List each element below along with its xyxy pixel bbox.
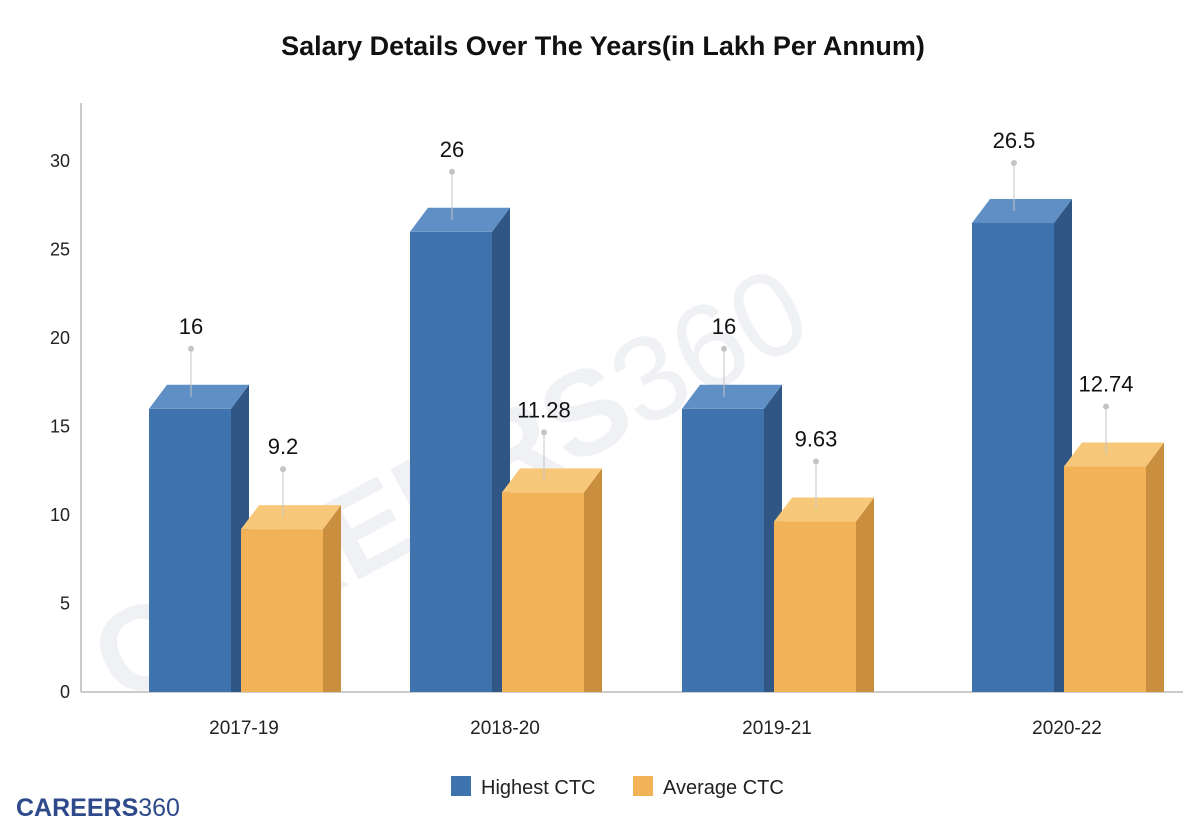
bar-side-face xyxy=(856,497,874,692)
legend: Highest CTC Average CTC xyxy=(451,776,784,799)
bar-highest-ctc-2019-21 xyxy=(682,384,782,692)
bar-highest-ctc-2017-19 xyxy=(149,384,249,692)
x-axis-labels: 2017-19 2018-20 2019-21 2020-22 xyxy=(209,718,1102,739)
y-tick-label: 5 xyxy=(60,594,70,614)
data-label-highest-ctc-2017-19: 16 xyxy=(179,314,203,397)
bar-average-ctc-2020-22 xyxy=(1064,442,1164,692)
data-label-average-ctc-2019-21: 9.63 xyxy=(795,427,838,510)
data-label-text: 16 xyxy=(712,314,736,339)
data-label-text: 26.5 xyxy=(993,128,1036,153)
label-leader-dot xyxy=(1011,159,1017,166)
label-leader-dot xyxy=(721,345,727,352)
bar-top-face xyxy=(972,198,1072,223)
legend-item-highest-ctc: Highest CTC xyxy=(451,776,595,799)
label-leader-dot xyxy=(188,345,194,352)
bar-highest-ctc-2018-20 xyxy=(410,207,510,693)
data-label-text: 9.63 xyxy=(795,427,838,452)
legend-swatch-average-ctc xyxy=(633,776,653,796)
label-leader-dot xyxy=(541,429,547,436)
y-axis-ticks: 0 5 10 15 20 25 30 xyxy=(50,151,70,702)
x-tick-label: 2018-20 xyxy=(470,718,540,739)
data-label-text: 9.2 xyxy=(268,434,299,459)
y-tick-label: 25 xyxy=(50,240,70,260)
bar-side-face xyxy=(323,505,341,692)
data-labels: 16 9.2 26 11.28 16 9.63 26.5 12.74 xyxy=(179,128,1134,518)
label-leader-dot xyxy=(1103,403,1109,410)
data-label-average-ctc-2020-22: 12.74 xyxy=(1078,372,1134,455)
bar-front-face xyxy=(774,521,856,692)
legend-swatch-highest-ctc xyxy=(451,776,471,796)
bars xyxy=(149,198,1164,693)
legend-label-highest-ctc: Highest CTC xyxy=(481,777,595,799)
brand-logo: CAREERS360 xyxy=(16,794,180,822)
y-tick-label: 10 xyxy=(50,505,70,525)
bar-front-face xyxy=(149,408,231,692)
bar-side-face xyxy=(584,468,602,692)
bar-front-face xyxy=(502,492,584,692)
brand-logo-bold: CAREERS xyxy=(16,794,138,822)
y-tick-label: 0 xyxy=(60,682,70,702)
bar-top-face xyxy=(1064,442,1164,467)
label-leader-dot xyxy=(449,168,455,175)
bar-highest-ctc-2020-22 xyxy=(972,198,1072,692)
y-tick-label: 30 xyxy=(50,151,70,171)
bar-average-ctc-2018-20 xyxy=(502,468,602,692)
data-label-highest-ctc-2018-20: 26 xyxy=(440,137,464,220)
brand-logo-text: CAREERS360 xyxy=(16,794,180,822)
data-label-average-ctc-2018-20: 11.28 xyxy=(517,397,571,481)
data-label-text: 16 xyxy=(179,314,203,339)
data-label-average-ctc-2017-19: 9.2 xyxy=(268,434,299,518)
bar-top-face xyxy=(682,384,782,409)
bar-average-ctc-2017-19 xyxy=(241,505,341,692)
data-label-highest-ctc-2020-22: 26.5 xyxy=(993,128,1036,211)
y-tick-label: 15 xyxy=(50,417,70,437)
bar-top-face xyxy=(149,384,249,409)
bar-top-face xyxy=(410,207,510,232)
x-tick-label: 2017-19 xyxy=(209,718,279,739)
data-label-text: 26 xyxy=(440,137,464,162)
bar-top-face xyxy=(502,468,602,493)
bar-front-face xyxy=(972,222,1054,692)
data-label-text: 12.74 xyxy=(1078,372,1133,397)
bar-front-face xyxy=(410,231,492,693)
label-leader-dot xyxy=(280,466,286,473)
data-label-text: 11.28 xyxy=(517,397,570,422)
bar-front-face xyxy=(682,408,764,692)
label-leader-dot xyxy=(813,458,819,465)
y-tick-label: 20 xyxy=(50,328,70,348)
x-tick-label: 2019-21 xyxy=(742,718,812,739)
x-tick-label: 2020-22 xyxy=(1032,718,1102,739)
legend-item-average-ctc: Average CTC xyxy=(633,776,784,799)
data-label-highest-ctc-2019-21: 16 xyxy=(712,314,736,397)
bar-top-face xyxy=(774,497,874,522)
chart-title: Salary Details Over The Years(in Lakh Pe… xyxy=(281,31,925,61)
bar-front-face xyxy=(241,529,323,692)
legend-label-average-ctc: Average CTC xyxy=(663,777,784,799)
bar-top-face xyxy=(241,505,341,530)
brand-logo-light: 360 xyxy=(138,794,180,822)
bar-side-face xyxy=(1146,442,1164,692)
bar-front-face xyxy=(1064,466,1146,692)
bar-average-ctc-2019-21 xyxy=(774,497,874,692)
